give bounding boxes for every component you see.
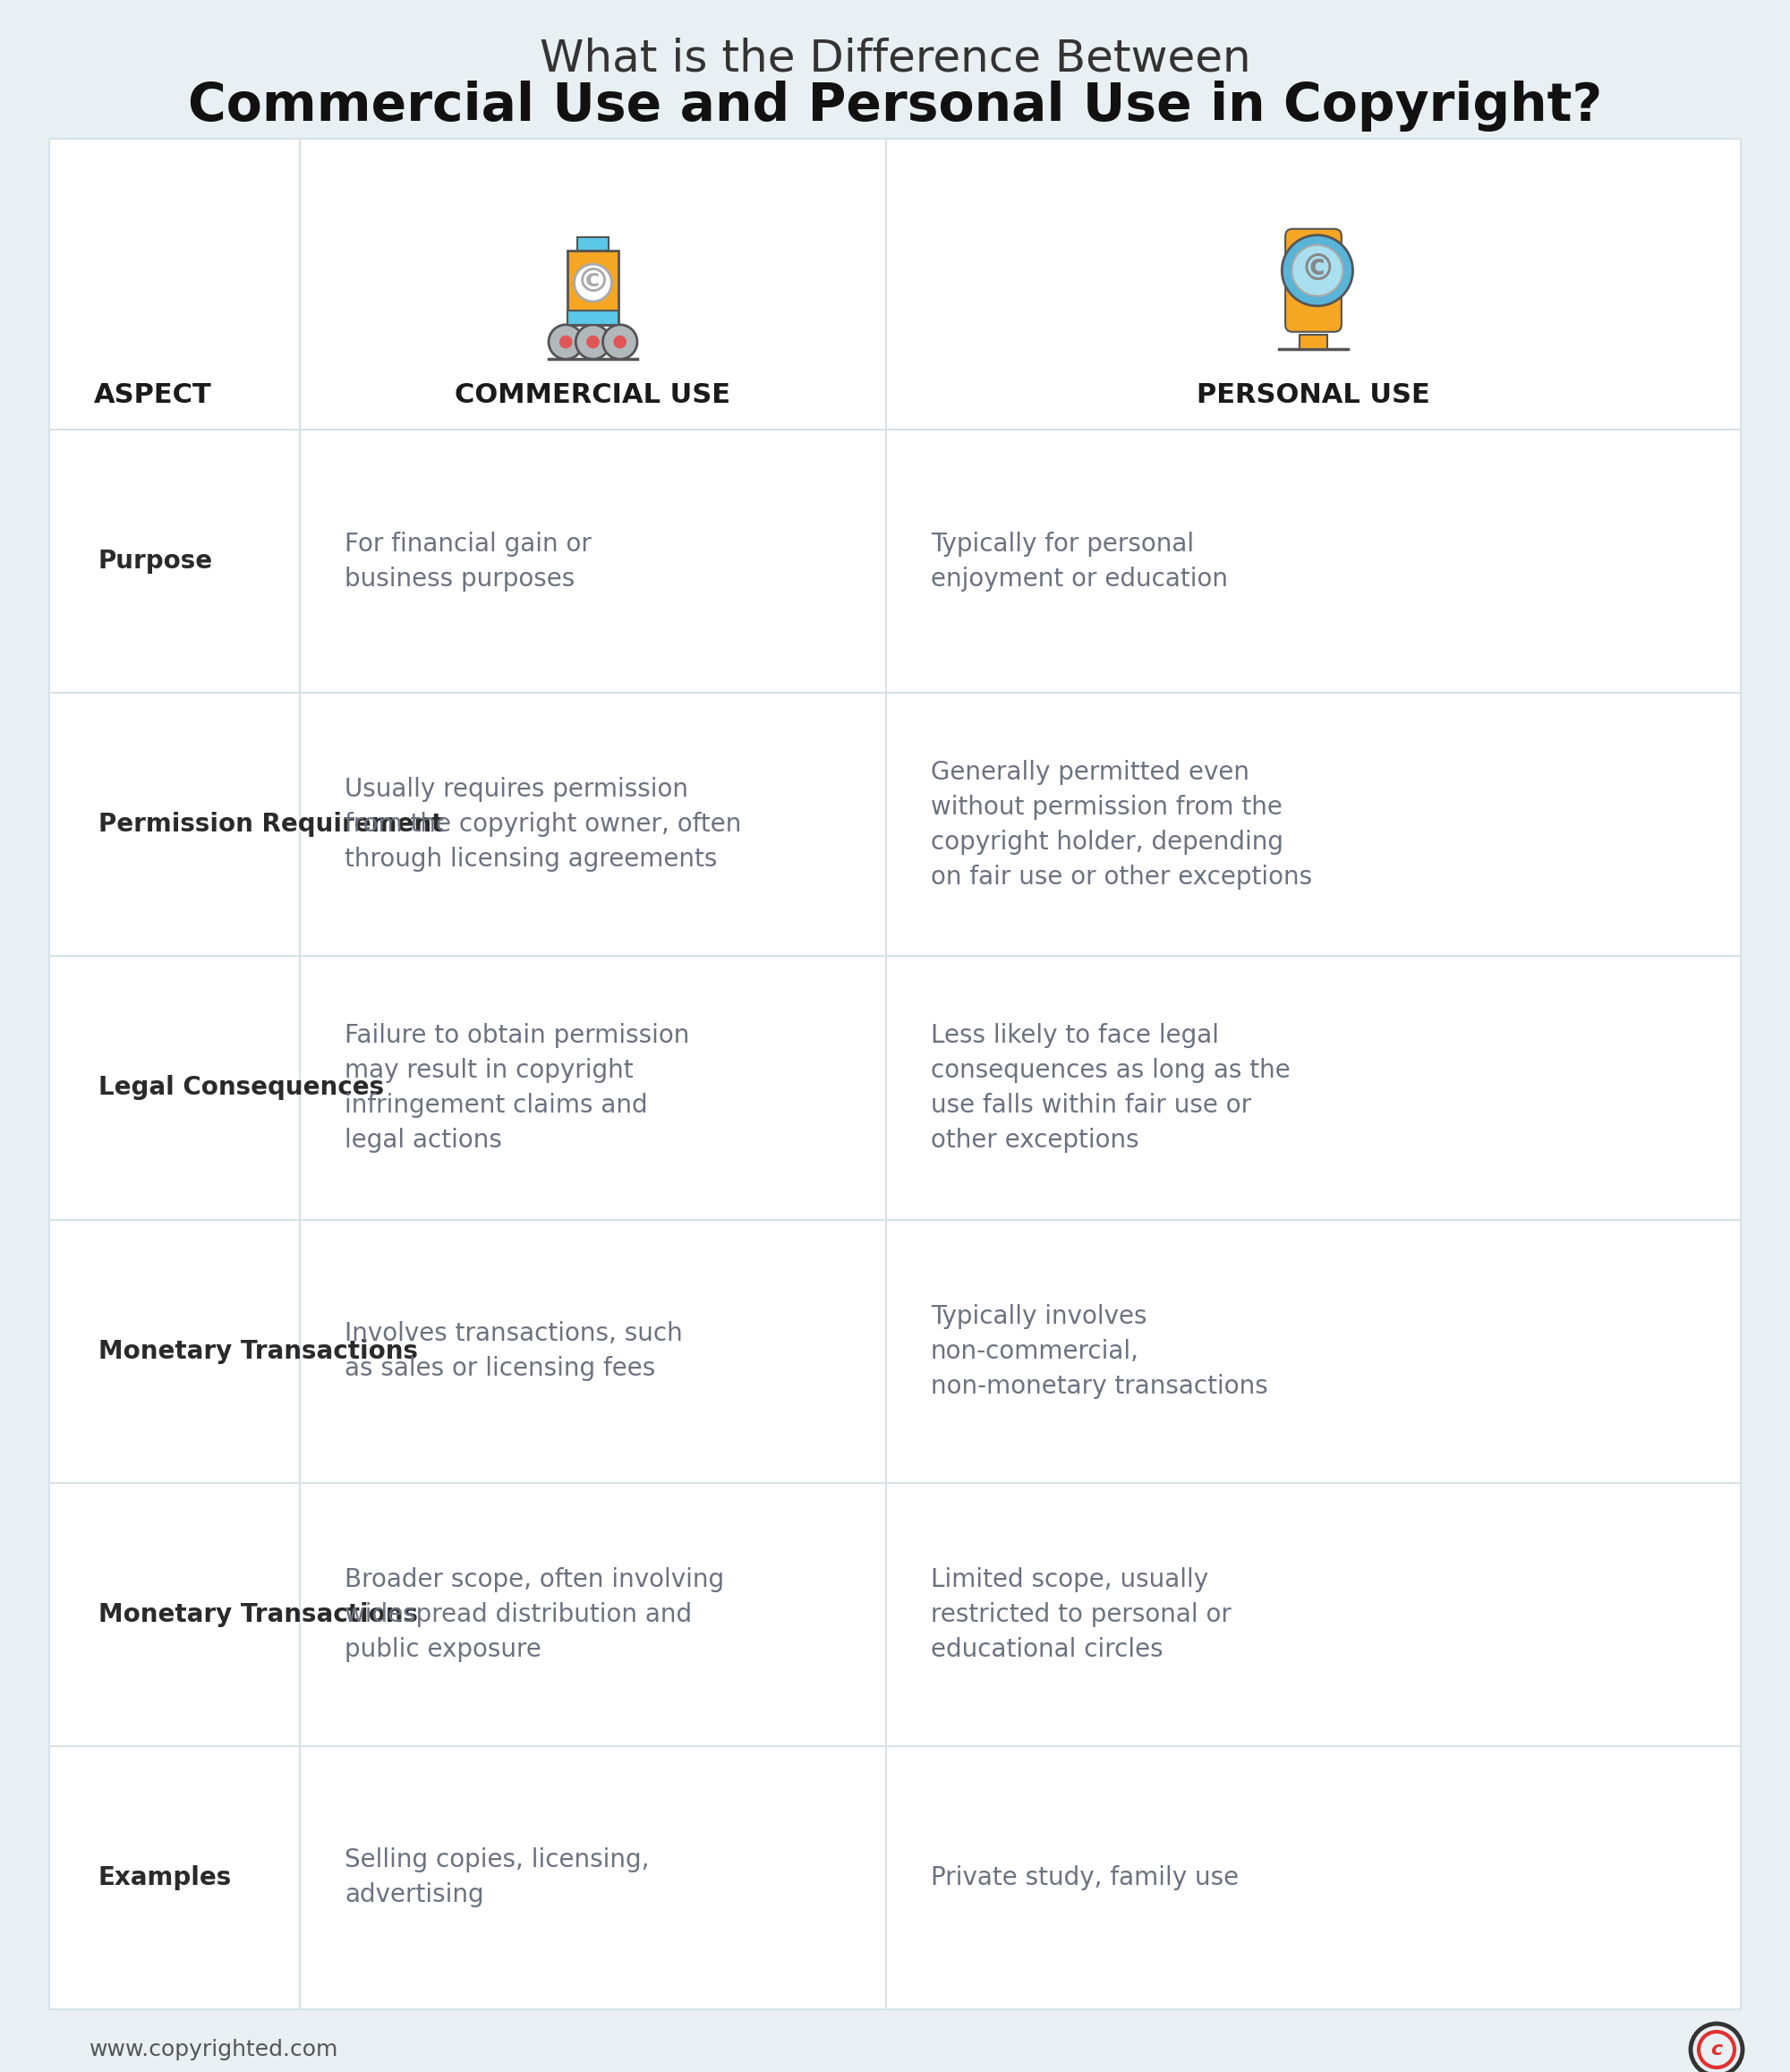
Text: ASPECT: ASPECT (93, 383, 211, 408)
Text: What is the Difference Between: What is the Difference Between (539, 37, 1251, 81)
Circle shape (1282, 234, 1353, 307)
Circle shape (575, 263, 612, 303)
Text: Commercial Use and Personal Use in Copyright?: Commercial Use and Personal Use in Copyr… (188, 81, 1602, 131)
Text: COMMERCIAL USE: COMMERCIAL USE (455, 383, 730, 408)
Text: For financial gain or
business purposes: For financial gain or business purposes (344, 530, 591, 591)
Circle shape (1292, 244, 1342, 296)
Text: Monetary Transactions: Monetary Transactions (98, 1602, 419, 1627)
FancyBboxPatch shape (1285, 228, 1341, 332)
Text: Failure to obtain permission
may result in copyright
infringement claims and
leg: Failure to obtain permission may result … (344, 1024, 689, 1152)
Text: Less likely to face legal
consequences as long as the
use falls within fair use : Less likely to face legal consequences a… (931, 1024, 1291, 1152)
Text: Monetary Transactions: Monetary Transactions (98, 1339, 419, 1363)
Text: Purpose: Purpose (98, 549, 213, 574)
Text: PERSONAL USE: PERSONAL USE (1198, 383, 1430, 408)
Text: Private study, family use: Private study, family use (931, 1865, 1239, 1890)
Bar (1300, 334, 1326, 350)
FancyBboxPatch shape (50, 139, 1740, 2010)
Text: Generally permitted even
without permission from the
copyright holder, depending: Generally permitted even without permiss… (931, 760, 1312, 889)
Circle shape (603, 325, 637, 358)
Text: Involves transactions, such
as sales or licensing fees: Involves transactions, such as sales or … (344, 1322, 682, 1382)
Text: ©: © (576, 267, 610, 298)
Bar (567, 251, 619, 325)
Text: Selling copies, licensing,
advertising: Selling copies, licensing, advertising (344, 1848, 650, 1908)
Text: Permission Requirement: Permission Requirement (98, 812, 444, 837)
Text: Legal Consequences: Legal Consequences (98, 1075, 385, 1100)
Text: Typically involves
non-commercial,
non-monetary transactions: Typically involves non-commercial, non-m… (931, 1303, 1267, 1399)
Text: Usually requires permission
from the copyright owner, often
through licensing ag: Usually requires permission from the cop… (344, 777, 741, 872)
Text: Typically for personal
enjoyment or education: Typically for personal enjoyment or educ… (931, 530, 1228, 591)
Circle shape (576, 325, 610, 358)
Circle shape (548, 325, 584, 358)
Text: Examples: Examples (98, 1865, 233, 1890)
Circle shape (614, 336, 626, 348)
Text: c: c (1711, 2041, 1722, 2060)
Text: Limited scope, usually
restricted to personal or
educational circles: Limited scope, usually restricted to per… (931, 1566, 1232, 1662)
Text: www.copyrighted.com: www.copyrighted.com (90, 2039, 338, 2060)
Bar (578, 236, 609, 251)
Bar (567, 311, 619, 325)
Circle shape (558, 336, 573, 348)
Circle shape (587, 336, 600, 348)
Text: Broader scope, often involving
widespread distribution and
public exposure: Broader scope, often involving widesprea… (344, 1566, 725, 1662)
Text: ©: © (1300, 253, 1335, 288)
